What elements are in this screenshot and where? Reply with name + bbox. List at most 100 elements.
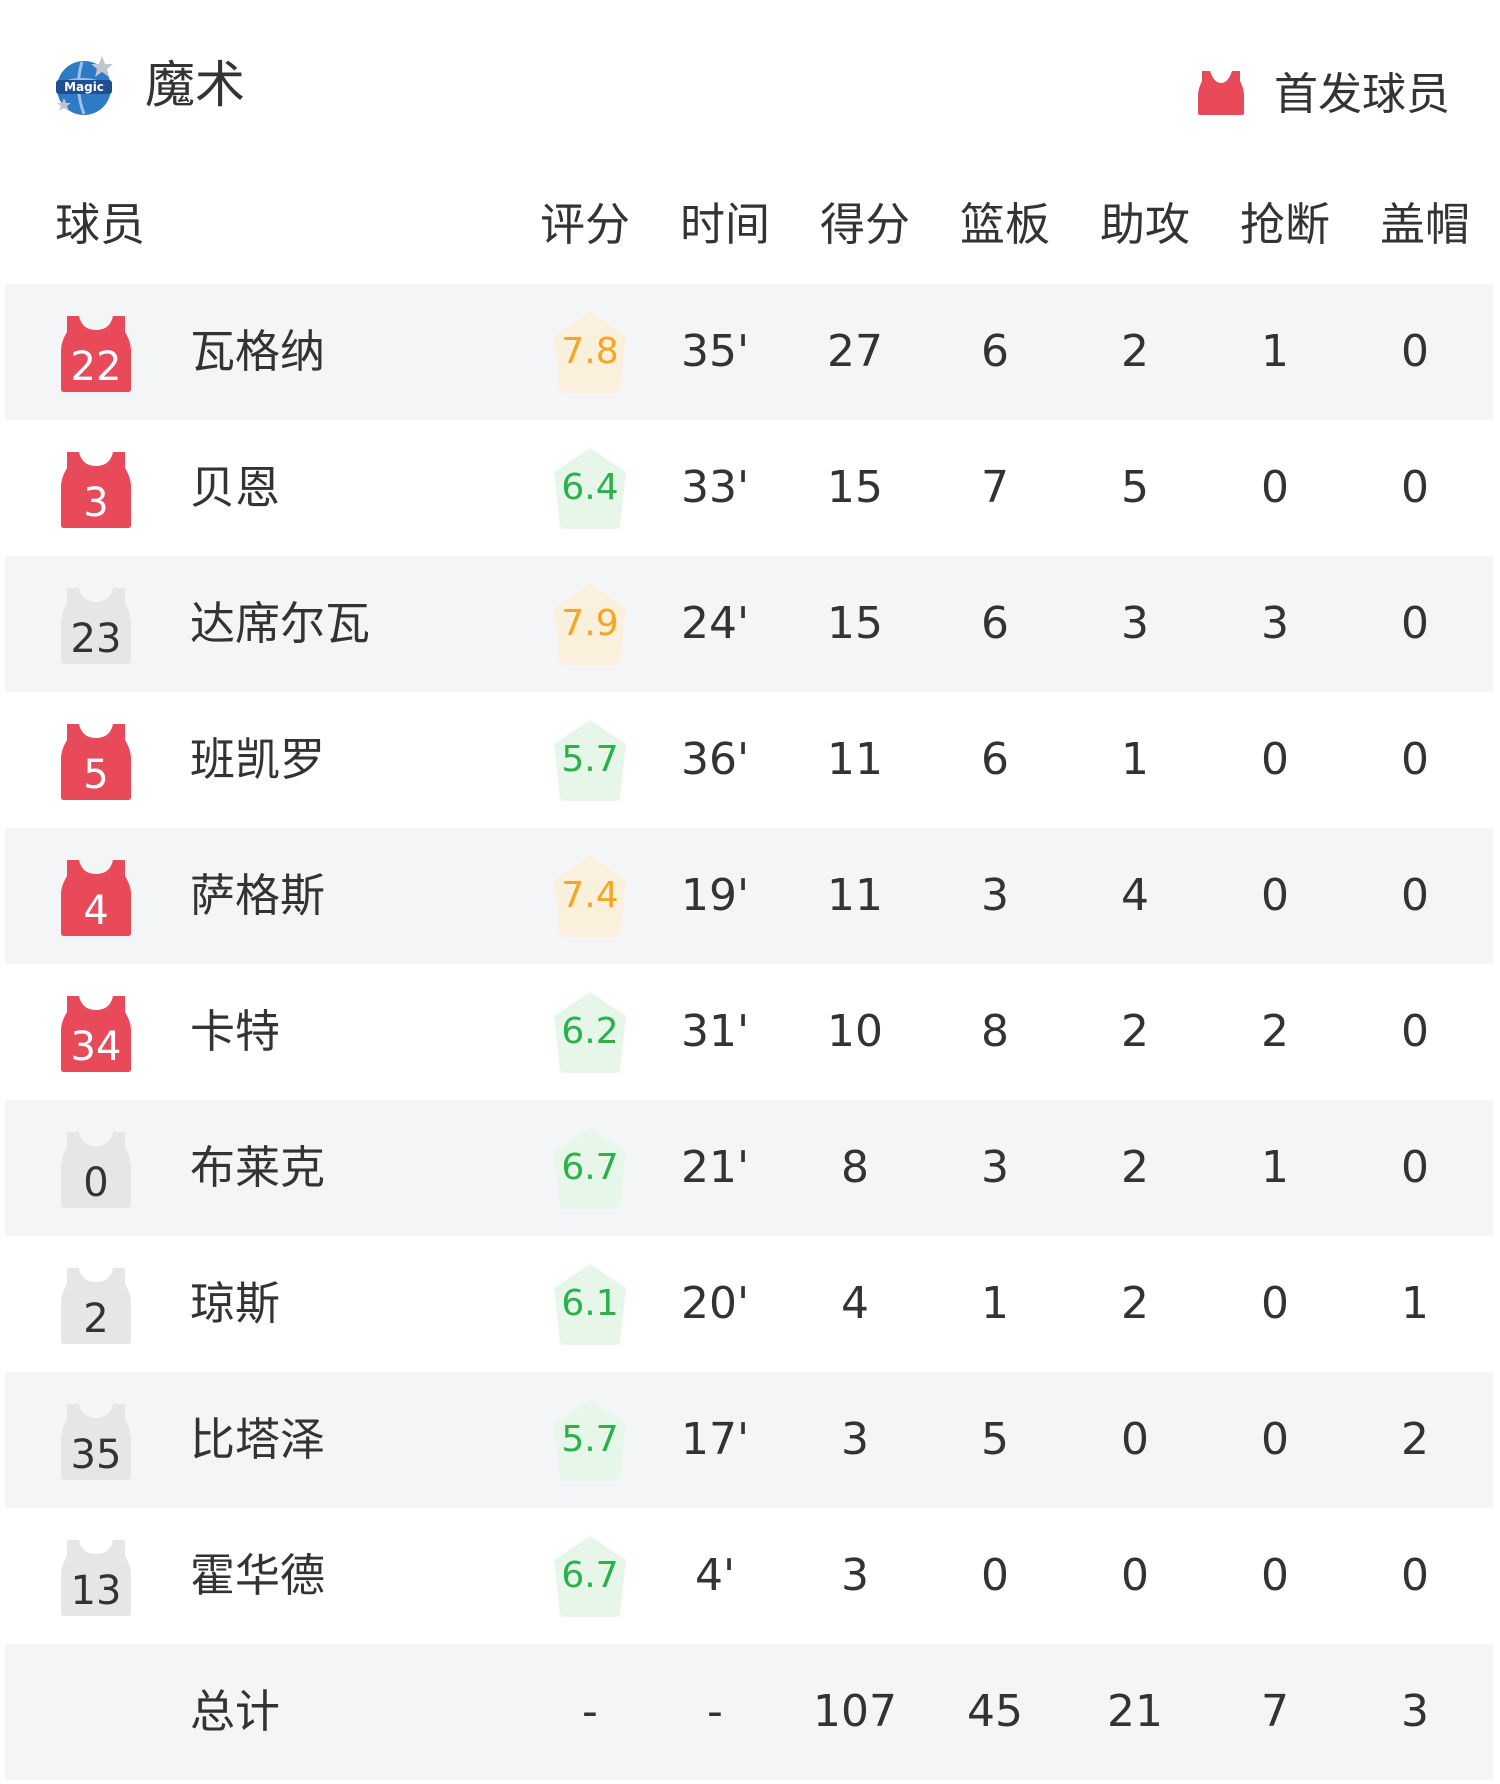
cell-rebounds: 6 [981, 326, 1009, 377]
total-label: 总计 [190, 1685, 281, 1738]
rating-badge: 7.8 [550, 310, 630, 394]
player-row[interactable]: 13 霍华德 6.7 4' 3 0 0 0 0 [5, 1508, 1493, 1644]
player-name[interactable]: 达席尔瓦 [190, 597, 371, 650]
cell-blocks: 0 [1401, 1006, 1429, 1057]
starter-jersey-icon: 3 [61, 450, 131, 528]
cell-assists: 3 [1121, 598, 1149, 649]
starter-legend: 首发球员 [1198, 60, 1450, 120]
rating-badge: 5.7 [550, 718, 630, 802]
cell-rebounds: 8 [981, 1006, 1009, 1057]
rating-badge: 5.7 [550, 1398, 630, 1482]
cell-steals: 0 [1261, 870, 1289, 921]
starter-jersey-icon: 22 [61, 314, 131, 392]
col-blocks[interactable]: 盖帽 [1379, 198, 1470, 251]
cell-blocks: 1 [1401, 1278, 1429, 1329]
rating-value: 5.7 [561, 739, 619, 780]
cell-blocks: 0 [1401, 1550, 1429, 1601]
rating-value: 7.8 [561, 331, 619, 372]
player-row[interactable]: 2 琼斯 6.1 20' 4 1 2 0 1 [5, 1236, 1493, 1372]
cell-time: 35' [680, 326, 750, 377]
rating-badge: 6.7 [550, 1534, 630, 1618]
cell-steals: 0 [1261, 462, 1289, 513]
cell-time: 21' [680, 1142, 750, 1193]
rating-badge: 6.2 [550, 990, 630, 1074]
player-name[interactable]: 比塔泽 [190, 1413, 326, 1466]
rating-value: 6.4 [561, 467, 619, 508]
starter-jersey-icon: 34 [61, 994, 131, 1072]
col-points[interactable]: 得分 [819, 198, 910, 251]
starter-jersey-icon [1198, 71, 1244, 115]
col-steals[interactable]: 抢断 [1239, 198, 1330, 251]
player-row[interactable]: 5 班凯罗 5.7 36' 11 6 1 0 0 [5, 692, 1493, 828]
starter-legend-label: 首发球员 [1274, 69, 1450, 120]
player-row[interactable]: 3 贝恩 6.4 33' 15 7 5 0 0 [5, 420, 1493, 556]
jersey-number: 4 [83, 888, 109, 934]
bench-jersey-icon: 13 [61, 1538, 131, 1616]
cell-time: 24' [680, 598, 750, 649]
cell-assists: 5 [1121, 462, 1149, 513]
bench-jersey-icon: 35 [61, 1402, 131, 1480]
cell-steals: 0 [1261, 1550, 1289, 1601]
cell-time: 17' [680, 1414, 750, 1465]
cell-time: 4' [694, 1550, 736, 1601]
cell-steals: 1 [1261, 1142, 1289, 1193]
total-points: 107 [813, 1686, 897, 1737]
cell-rebounds: 5 [981, 1414, 1009, 1465]
player-row[interactable]: 0 布莱克 6.7 21' 8 3 2 1 0 [5, 1100, 1493, 1236]
total-rating: - [582, 1686, 598, 1737]
cell-points: 11 [827, 734, 883, 785]
player-name[interactable]: 霍华德 [190, 1549, 326, 1602]
total-row: 总计 - - 107 45 21 7 3 [5, 1644, 1493, 1780]
player-name[interactable]: 布莱克 [190, 1141, 326, 1194]
col-rebounds[interactable]: 篮板 [959, 198, 1050, 251]
col-assists[interactable]: 助攻 [1099, 198, 1190, 251]
player-name[interactable]: 班凯罗 [190, 733, 326, 786]
rating-badge: 6.7 [550, 1126, 630, 1210]
player-row[interactable]: 22 瓦格纳 7.8 35' 27 6 2 1 0 [5, 284, 1493, 420]
total-assists: 21 [1107, 1686, 1163, 1737]
cell-time: 33' [680, 462, 750, 513]
player-name[interactable]: 贝恩 [190, 461, 281, 514]
player-row[interactable]: 4 萨格斯 7.4 19' 11 3 4 0 0 [5, 828, 1493, 964]
player-row[interactable]: 23 达席尔瓦 7.9 24' 15 6 3 3 0 [5, 556, 1493, 692]
cell-rebounds: 6 [981, 598, 1009, 649]
jersey-number: 0 [83, 1160, 109, 1206]
total-rebounds: 45 [967, 1686, 1023, 1737]
cell-assists: 2 [1121, 326, 1149, 377]
team-logo-icon: Magic [56, 56, 113, 115]
jersey-number: 5 [83, 752, 109, 798]
player-name[interactable]: 琼斯 [190, 1277, 281, 1330]
rating-badge: 6.1 [550, 1262, 630, 1346]
cell-points: 15 [827, 462, 883, 513]
bench-jersey-icon: 0 [61, 1130, 131, 1208]
jersey-number: 34 [70, 1024, 122, 1070]
rating-value: 5.7 [561, 1419, 619, 1460]
player-row[interactable]: 34 卡特 6.2 31' 10 8 2 2 0 [5, 964, 1493, 1100]
jersey-number: 35 [70, 1432, 122, 1478]
cell-points: 11 [827, 870, 883, 921]
player-name[interactable]: 萨格斯 [190, 869, 326, 922]
total-time: - [707, 1686, 723, 1737]
jersey-number: 3 [83, 480, 109, 526]
starter-jersey-icon: 4 [61, 858, 131, 936]
cell-rebounds: 3 [981, 1142, 1009, 1193]
cell-steals: 0 [1261, 734, 1289, 785]
cell-steals: 2 [1261, 1006, 1289, 1057]
rating-badge: 6.4 [550, 446, 630, 530]
cell-rebounds: 0 [981, 1550, 1009, 1601]
total-blocks: 3 [1401, 1686, 1429, 1737]
col-time[interactable]: 时间 [679, 198, 770, 251]
cell-blocks: 0 [1401, 870, 1429, 921]
col-rating[interactable]: 评分 [539, 198, 630, 251]
player-row[interactable]: 35 比塔泽 5.7 17' 3 5 0 0 2 [5, 1372, 1493, 1508]
cell-assists: 2 [1121, 1142, 1149, 1193]
cell-time: 20' [680, 1278, 750, 1329]
cell-steals: 1 [1261, 326, 1289, 377]
cell-assists: 2 [1121, 1278, 1149, 1329]
cell-blocks: 0 [1401, 1142, 1429, 1193]
cell-time: 19' [680, 870, 750, 921]
player-name[interactable]: 卡特 [190, 1005, 281, 1058]
cell-points: 15 [827, 598, 883, 649]
jersey-number: 2 [83, 1296, 109, 1342]
player-name[interactable]: 瓦格纳 [190, 325, 326, 378]
